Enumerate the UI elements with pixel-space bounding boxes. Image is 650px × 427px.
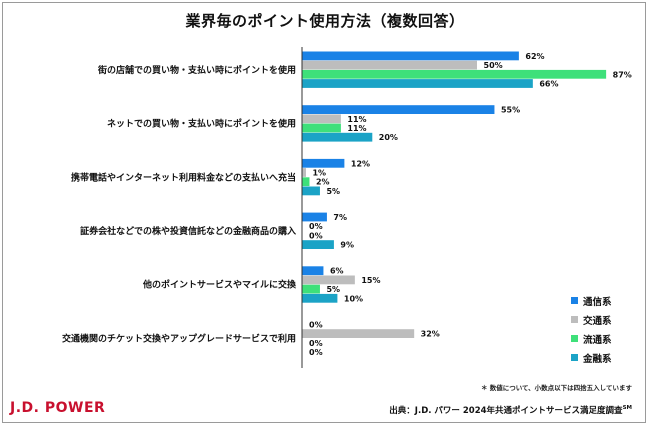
- bar: [302, 51, 519, 61]
- data-label: 0%: [309, 348, 323, 357]
- legend-item-kotsu: 交通系: [571, 310, 641, 329]
- legend-label: 交通系: [583, 315, 612, 327]
- category-label: 他のポイントサービスやマイルに交換: [142, 279, 297, 291]
- data-label: 20%: [379, 133, 398, 142]
- data-label: 2%: [316, 178, 330, 187]
- data-label: 5%: [326, 187, 340, 196]
- legend-label: 流通系: [583, 334, 612, 346]
- bar: [302, 132, 373, 142]
- chart-title: 業界毎のポイント使用方法（複数回答）: [185, 12, 465, 30]
- legend-swatch: [571, 335, 578, 342]
- data-label: 7%: [333, 213, 347, 222]
- data-label: 0%: [309, 320, 323, 329]
- data-label: 66%: [539, 80, 558, 89]
- data-label: 87%: [613, 70, 632, 79]
- data-label: 32%: [421, 330, 440, 339]
- data-label: 15%: [361, 276, 380, 285]
- data-label: 10%: [344, 294, 363, 303]
- bar: [302, 114, 341, 124]
- bar: [302, 158, 345, 168]
- data-label: 12%: [351, 159, 370, 168]
- chart-frame: [2, 2, 646, 423]
- category-label: 街の店舗での買い物・支払い時にポイントを使用: [97, 64, 296, 76]
- legend-swatch: [571, 354, 578, 361]
- source-text: 出典：J.D. パワー 2024年共通ポイントサービス満足度調査: [389, 406, 623, 416]
- category-label: 証券会社などでの株や投資信託などの金融商品の購入: [80, 225, 296, 237]
- data-label: 1%: [312, 169, 326, 178]
- bar: [302, 60, 477, 70]
- source-note: 出典：J.D. パワー 2024年共通ポイントサービス満足度調査SM: [389, 404, 632, 416]
- data-label: 11%: [347, 115, 366, 124]
- bar: [302, 266, 324, 276]
- legend-swatch: [571, 297, 578, 304]
- bar: [302, 123, 341, 133]
- bar: [302, 168, 306, 177]
- jd-power-logo: J.D. POWER: [10, 400, 106, 416]
- legend-item-ryutsu: 流通系: [571, 329, 641, 348]
- category-label: 携帯電話やインターネット利用料金などの支払いへ充当: [71, 171, 296, 183]
- data-label: 62%: [525, 52, 544, 61]
- legend-label: 金融系: [583, 353, 612, 365]
- data-label: 0%: [309, 339, 323, 348]
- bar: [302, 284, 320, 294]
- bar: [302, 240, 334, 249]
- legend-item-kinyu: 金融系: [571, 348, 641, 367]
- data-label: 6%: [330, 267, 344, 276]
- bar: [302, 212, 327, 222]
- legend-swatch: [571, 316, 578, 323]
- data-label: 0%: [309, 231, 323, 240]
- legend-label: 通信系: [583, 296, 612, 308]
- bar: [302, 329, 415, 338]
- bar: [302, 69, 607, 79]
- data-label: 50%: [484, 61, 503, 70]
- data-label: 55%: [501, 106, 520, 115]
- category-label: 交通機関のチケット交換やアップグレードサービスで利用: [62, 332, 296, 344]
- bar: [302, 293, 338, 303]
- bar: [302, 177, 310, 187]
- data-label: 5%: [326, 285, 340, 294]
- bar: [302, 79, 533, 88]
- data-label: 9%: [340, 241, 354, 250]
- bar: [302, 186, 320, 196]
- footnote: ＊ 数値について、小数点以下は四捨五入しています: [480, 384, 632, 392]
- category-label: ネットでの買い物・支払い時にポイントを使用: [107, 118, 296, 130]
- service-mark: SM: [622, 405, 632, 412]
- bar: [302, 105, 495, 114]
- legend: 通信系 交通系 流通系 金融系: [571, 291, 641, 367]
- legend-item-tsushin: 通信系: [571, 291, 641, 310]
- bar: [302, 275, 355, 285]
- data-label: 0%: [309, 222, 323, 231]
- data-label: 11%: [347, 124, 366, 133]
